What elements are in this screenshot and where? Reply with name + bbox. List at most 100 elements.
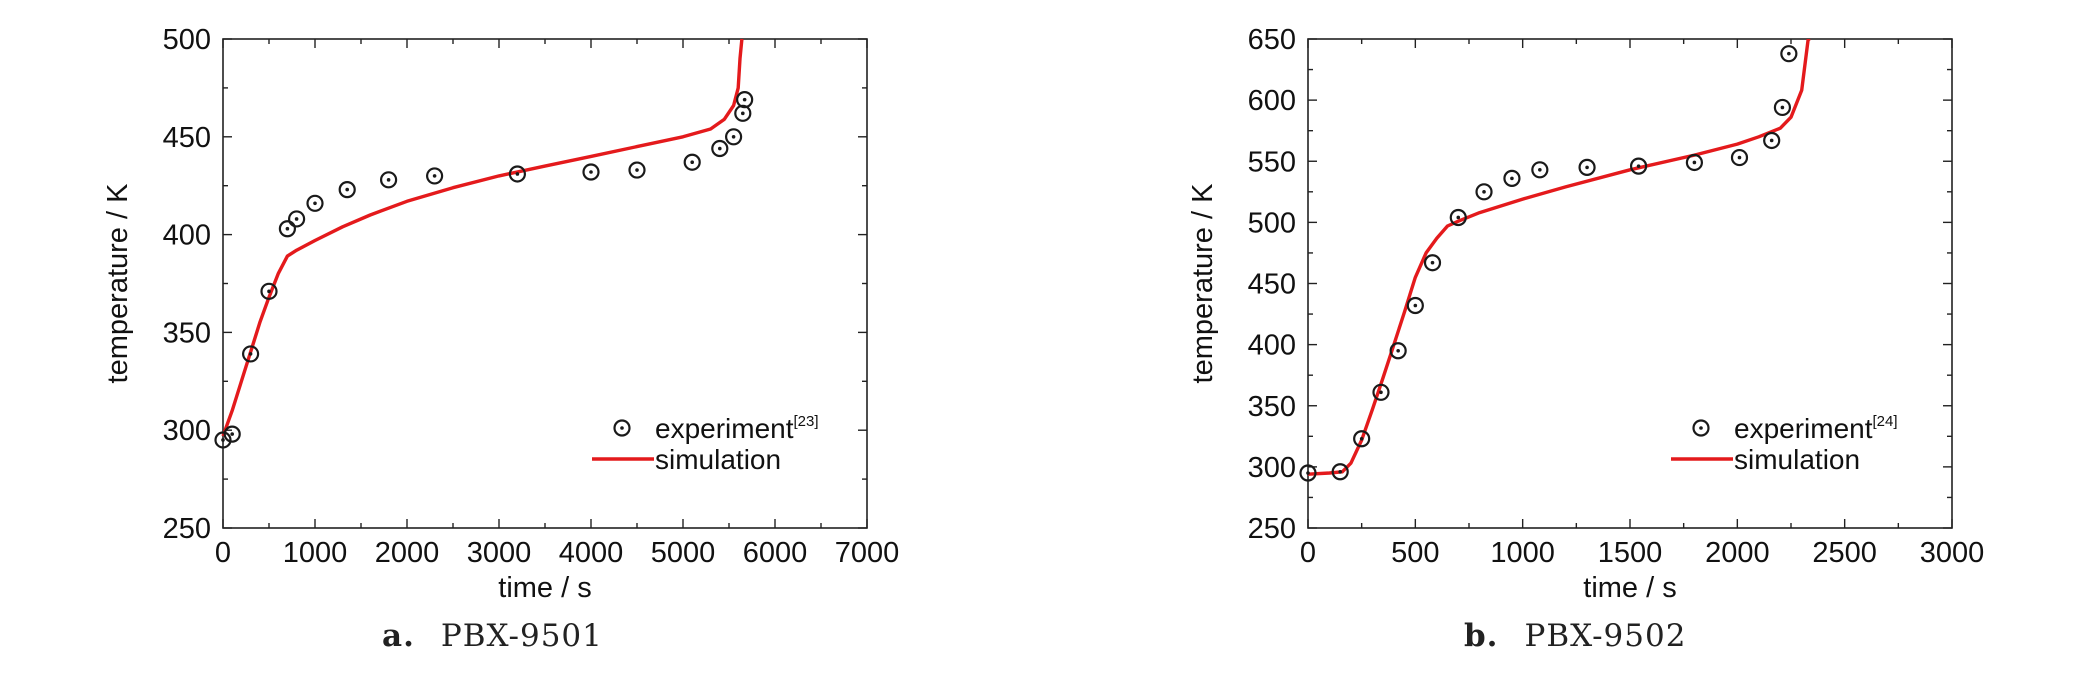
experiment-marker-ring bbox=[1449, 208, 1467, 227]
experiment-point-a bbox=[724, 128, 743, 146]
experiment-marker-ring bbox=[1475, 183, 1493, 201]
experiment-marker-dot bbox=[635, 168, 639, 172]
experiment-marker-ring bbox=[1773, 98, 1792, 117]
experiment-marker-dot bbox=[345, 187, 350, 192]
experiment-marker-dot bbox=[1737, 155, 1742, 160]
simulation-line-a bbox=[221, 39, 744, 437]
experiment-point-a bbox=[278, 220, 296, 238]
experiment-marker-dot bbox=[248, 352, 253, 356]
experiment-point-a bbox=[734, 104, 752, 122]
experiment-point-b bbox=[1730, 148, 1749, 167]
experiment-marker-ring bbox=[1299, 464, 1317, 482]
x-tick-label-a: 2000 bbox=[375, 537, 440, 569]
experiment-marker-ring bbox=[1331, 463, 1349, 481]
experiment-marker-dot bbox=[1413, 303, 1418, 308]
experiment-point-b bbox=[1353, 430, 1371, 448]
experiment-marker-ring bbox=[711, 139, 729, 158]
experiment-point-b bbox=[1685, 153, 1704, 172]
y-tick-label-b: 400 bbox=[1248, 330, 1296, 362]
legend-experiment-marker-dot bbox=[620, 426, 624, 430]
experiment-marker-dot bbox=[690, 160, 694, 165]
experiment-point-b bbox=[1503, 169, 1521, 187]
experiment-marker-ring bbox=[1389, 342, 1407, 360]
experiment-marker-dot bbox=[1456, 215, 1461, 220]
experiment-marker-ring bbox=[306, 194, 324, 212]
chart-a: 0 1000 2000 3000 4000 5000 6000 7000 250 300 350 40… bbox=[102, 24, 899, 600]
legend-experiment-ref: [24] bbox=[1873, 413, 1898, 430]
experiment-marker-dot bbox=[285, 226, 290, 231]
experiment-marker-ring bbox=[260, 282, 278, 300]
experiment-point-b bbox=[1299, 464, 1317, 482]
experiment-point-a bbox=[223, 425, 241, 443]
experiment-point-b bbox=[1475, 183, 1493, 201]
experiment-marker-dot bbox=[1585, 165, 1589, 170]
experiment-point-a bbox=[288, 210, 306, 228]
experiment-point-a bbox=[338, 181, 356, 199]
chart-b: 0 500 1000 1500 2000 2500 3000 250 300 350 400 450 5… bbox=[1187, 24, 1984, 600]
experiment-point-a bbox=[582, 163, 600, 181]
experiment-marker-ring bbox=[223, 425, 241, 443]
experiment-marker-dot bbox=[1379, 390, 1383, 395]
simulation-line-b bbox=[1307, 39, 1811, 476]
y-tick-label-b: 500 bbox=[1248, 207, 1296, 239]
experiment-point-a bbox=[242, 345, 260, 363]
experiment-point-a bbox=[426, 167, 444, 185]
y-tick-label-a: 350 bbox=[163, 317, 211, 349]
experiment-marker-dot bbox=[1780, 105, 1785, 110]
experiment-marker-dot bbox=[294, 217, 299, 221]
legend-simulation-label: simulation bbox=[1734, 444, 1860, 475]
experiment-marker-ring bbox=[736, 91, 754, 109]
experiment-point-a bbox=[380, 171, 398, 189]
legend-a: experiment[23]simulation bbox=[592, 413, 819, 475]
experiment-marker-ring bbox=[508, 165, 527, 183]
legend-experiment-marker bbox=[613, 419, 631, 437]
x-tick-label-a: 3000 bbox=[467, 537, 532, 569]
y-tick-label-b: 300 bbox=[1248, 452, 1296, 484]
experiment-point-b bbox=[1389, 342, 1407, 360]
experiment-marker-ring bbox=[724, 128, 743, 146]
x-tick-label-a: 6000 bbox=[743, 537, 808, 569]
x-tick-label-a: 0 bbox=[215, 537, 231, 569]
experiment-point-b bbox=[1331, 463, 1349, 481]
experiment-marker-ring bbox=[1353, 430, 1371, 448]
x-tick-label-b: 500 bbox=[1391, 537, 1439, 569]
experiment-point-b bbox=[1531, 161, 1549, 179]
experiment-point-a bbox=[214, 431, 232, 449]
caption-a-text: PBX-9501 bbox=[440, 618, 603, 654]
x-tick-label-a: 5000 bbox=[651, 537, 716, 569]
legend-experiment-ref: [23] bbox=[794, 413, 819, 430]
caption-b-text: PBX-9502 bbox=[1524, 618, 1687, 654]
experiment-marker-dot bbox=[1338, 469, 1342, 474]
experiment-point-a bbox=[260, 282, 278, 300]
caption-a-letter: a. bbox=[382, 618, 415, 654]
y-tick-label-a: 300 bbox=[163, 415, 211, 447]
experiment-marker-dot bbox=[1430, 260, 1435, 265]
experiment-marker-ring bbox=[582, 163, 600, 181]
experiment-marker-dot bbox=[515, 172, 520, 176]
y-tick-label-a: 250 bbox=[163, 513, 211, 545]
y-tick-label-b: 450 bbox=[1248, 269, 1296, 301]
experiment-marker-ring bbox=[1531, 161, 1549, 179]
y-tick-label-b: 550 bbox=[1248, 146, 1296, 178]
x-tick-label-b: 1500 bbox=[1598, 537, 1663, 569]
experiment-point-b bbox=[1372, 383, 1390, 401]
experiment-point-a bbox=[508, 165, 527, 183]
legend-experiment-label: experiment[24] bbox=[1734, 413, 1898, 444]
legend-experiment-marker-dot bbox=[1699, 426, 1703, 430]
experiment-marker-dot bbox=[1359, 436, 1364, 441]
experiment-marker-dot bbox=[230, 432, 234, 436]
experiment-marker-ring bbox=[1406, 296, 1424, 315]
experiment-marker-dot bbox=[1510, 176, 1514, 181]
experiment-marker-ring bbox=[628, 161, 646, 179]
experiment-marker-ring bbox=[1578, 158, 1596, 176]
y-tick-label-a: 500 bbox=[163, 24, 211, 56]
experiment-marker-ring bbox=[1763, 131, 1781, 150]
x-tick-label-b: 1000 bbox=[1490, 537, 1555, 569]
experiment-marker-dot bbox=[731, 135, 736, 139]
x-axis-title-a: time / s bbox=[498, 572, 591, 600]
x-tick-label-a: 4000 bbox=[559, 537, 624, 569]
experiment-marker-dot bbox=[1482, 190, 1486, 194]
x-tick-label-b: 2000 bbox=[1705, 537, 1770, 569]
experiment-marker-ring bbox=[1629, 157, 1648, 175]
